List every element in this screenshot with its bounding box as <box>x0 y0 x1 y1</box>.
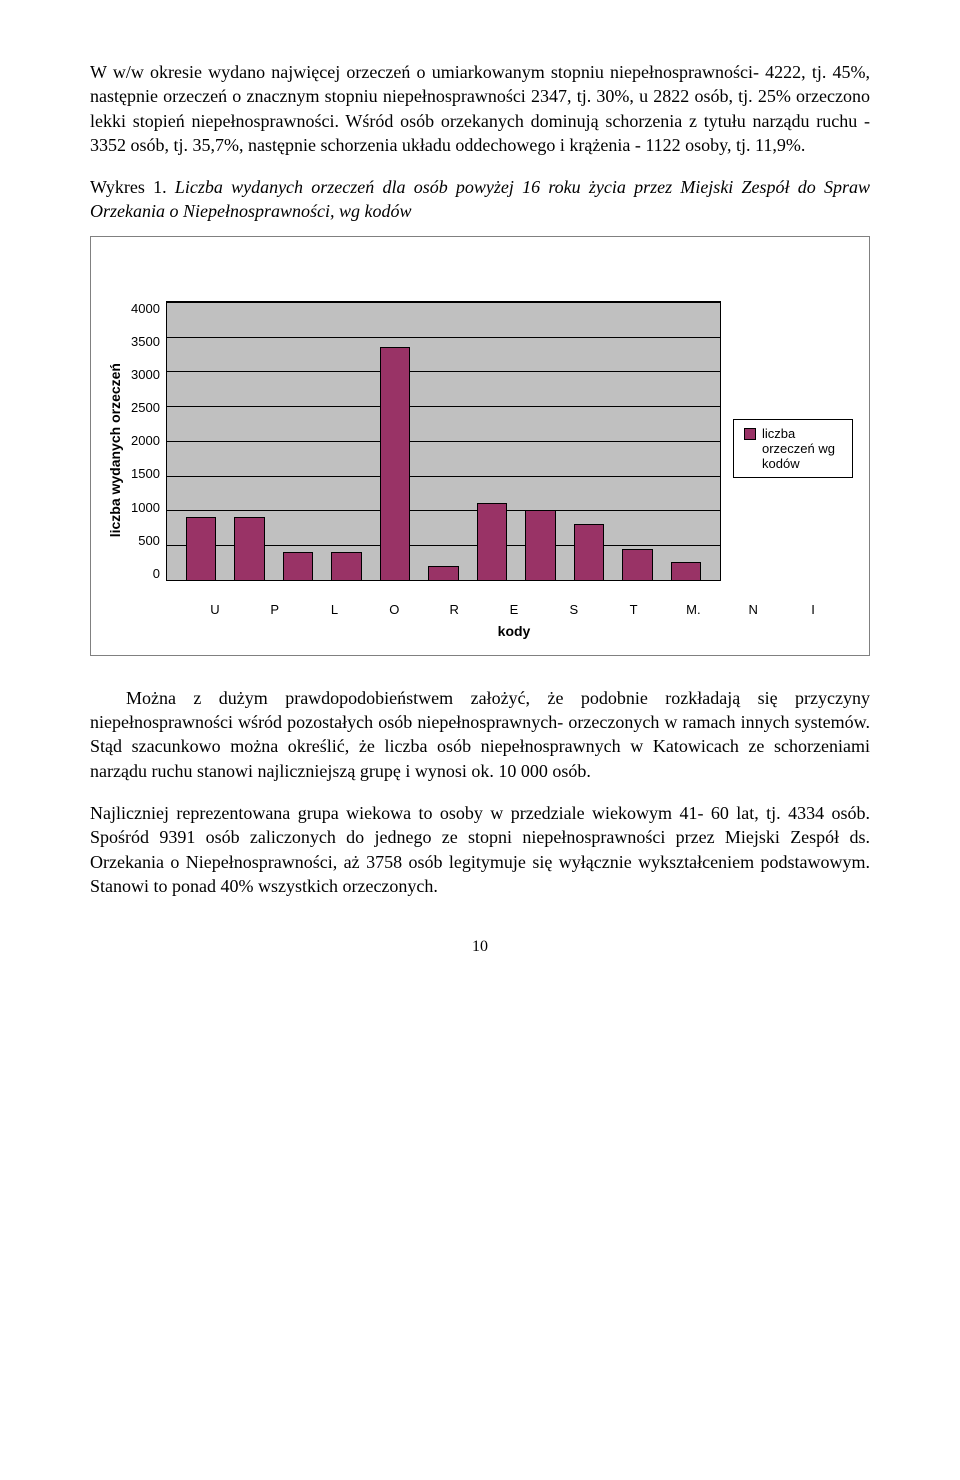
plot-area <box>166 301 721 581</box>
x-tick: S <box>553 602 595 617</box>
y-tick: 3000 <box>131 367 160 382</box>
bars-group <box>167 302 720 580</box>
y-tick: 1000 <box>131 500 160 515</box>
y-tick: 2000 <box>131 433 160 448</box>
x-tick: T <box>613 602 655 617</box>
plot-block: 4000 3500 3000 2500 2000 1500 1000 500 0 liczba … <box>131 261 853 639</box>
legend-item: liczba orzeczeń wg kodów <box>744 426 842 471</box>
x-tick: N <box>732 602 774 617</box>
x-tick: P <box>254 602 296 617</box>
chart-caption-prefix: Wykres 1. <box>90 177 175 197</box>
y-tick: 2500 <box>131 400 160 415</box>
x-axis-label: kody <box>175 623 853 639</box>
x-tick: I <box>792 602 834 617</box>
x-tick: R <box>433 602 475 617</box>
bar <box>428 566 458 580</box>
x-tick: M. <box>673 602 715 617</box>
bar <box>477 503 507 579</box>
y-tick: 3500 <box>131 334 160 349</box>
legend-swatch <box>744 428 756 440</box>
chart-container: liczba wydanych orzeczeń 4000 3500 3000 250… <box>90 236 870 656</box>
bar <box>234 517 264 580</box>
x-ticks: U P L O R E S T M. N I <box>175 602 853 617</box>
chart-legend: liczba orzeczeń wg kodów <box>733 419 853 478</box>
x-tick: E <box>493 602 535 617</box>
chart-caption-title: Liczba wydanych orzeczeń dla osób powyże… <box>90 177 870 221</box>
bar <box>186 517 216 580</box>
chart-area: liczba wydanych orzeczeń 4000 3500 3000 250… <box>107 261 853 639</box>
legend-label: liczba orzeczeń wg kodów <box>762 426 842 471</box>
bar <box>622 549 652 580</box>
x-tick: L <box>314 602 356 617</box>
plot-row: 4000 3500 3000 2500 2000 1500 1000 500 0 liczba … <box>131 261 853 596</box>
bar <box>331 552 361 580</box>
y-axis-label: liczba wydanych orzeczeń <box>107 363 123 537</box>
x-tick: O <box>373 602 415 617</box>
y-tick: 1500 <box>131 466 160 481</box>
bar <box>283 552 313 580</box>
page-number: 10 <box>90 938 870 956</box>
y-tick: 4000 <box>131 301 160 316</box>
bar <box>574 524 604 580</box>
y-tick: 0 <box>131 566 160 581</box>
bar <box>380 347 410 580</box>
x-tick: U <box>194 602 236 617</box>
intro-paragraph: W w/w okresie wydano najwięcej orzeczeń … <box>90 60 870 157</box>
body-paragraph-2: Najliczniej reprezentowana grupa wiekowa… <box>90 801 870 898</box>
y-tick: 500 <box>131 533 160 548</box>
body-paragraph-1: Można z dużym prawdopodobieństwem założy… <box>90 686 870 783</box>
y-ticks: 4000 3500 3000 2500 2000 1500 1000 500 0 <box>131 301 160 581</box>
chart-caption: Wykres 1. Liczba wydanych orzeczeń dla o… <box>90 175 870 224</box>
bar <box>671 562 701 579</box>
bar <box>525 510 555 580</box>
